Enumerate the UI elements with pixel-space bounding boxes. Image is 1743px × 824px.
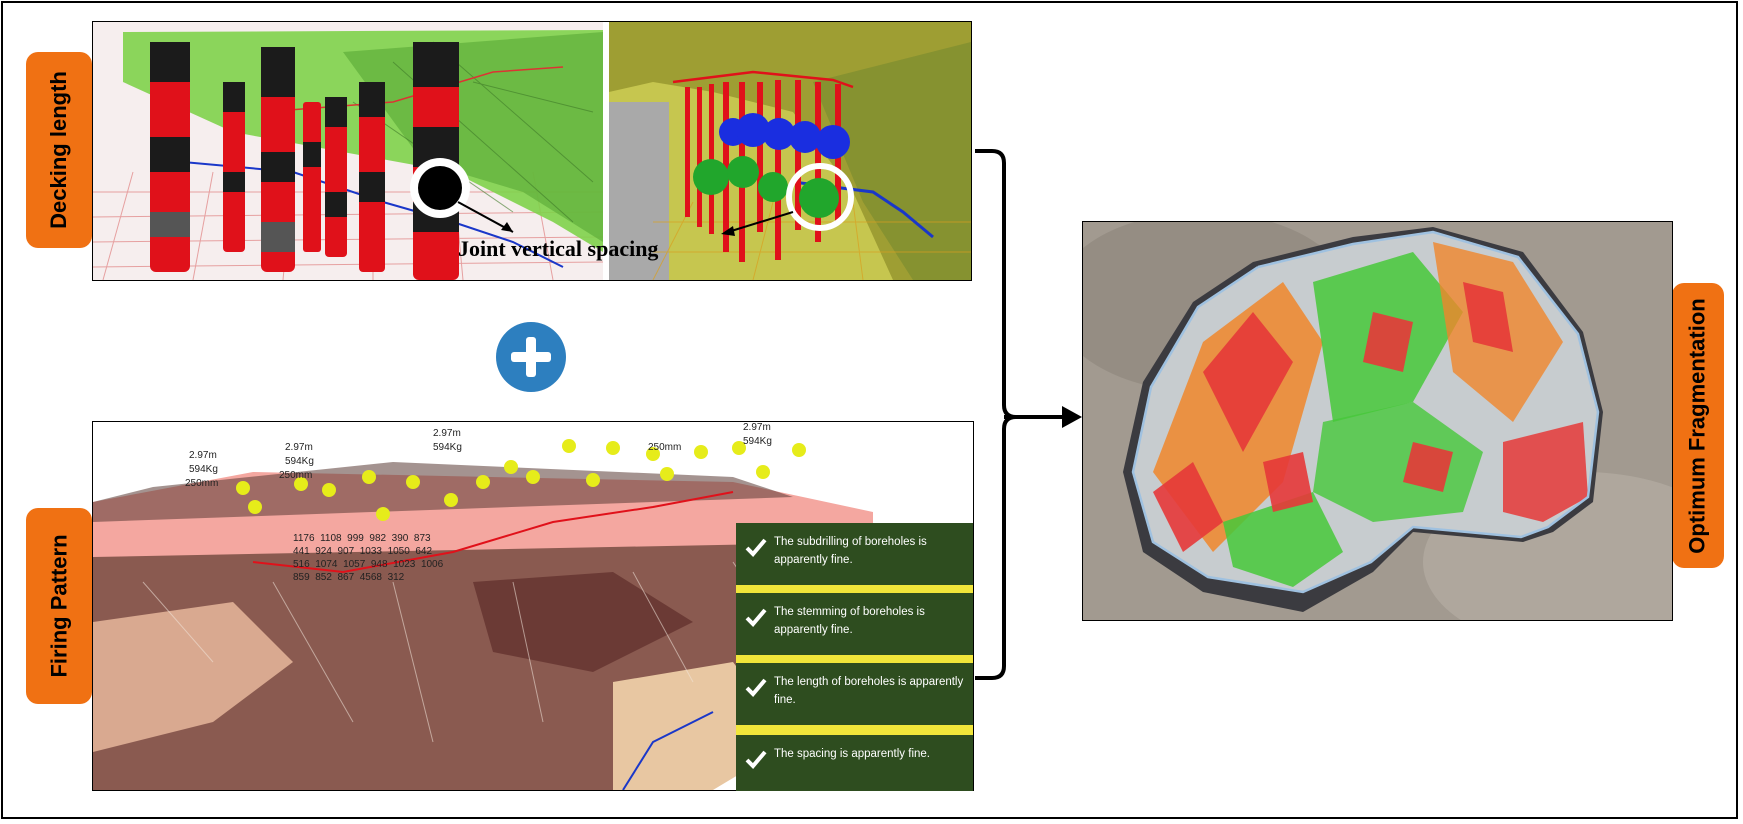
hole-number: 1033 (359, 546, 382, 557)
hole-number: 4568 (359, 572, 382, 583)
hole-label-depth-4: 2.97m (743, 422, 771, 433)
hole-number: 999 (347, 533, 364, 544)
fragmentation-scene (1083, 222, 1672, 620)
hole-numbers: 1176 1108 999 982 390 873 441 924 907 10… (293, 532, 553, 584)
check-icon (745, 750, 767, 769)
check-icon (745, 608, 767, 627)
hole-markers (236, 439, 806, 521)
checklist-item: The stemming of boreholes is apparently … (736, 593, 973, 655)
hole-number: 982 (369, 533, 387, 544)
hole-number: 924 (315, 546, 332, 557)
hole-number: 948 (370, 559, 388, 570)
decking-length-label: Decking length (46, 71, 71, 229)
checklist-text: The subdrilling of boreholes is apparent… (774, 536, 927, 566)
decking-length-tab: Decking length (26, 52, 92, 248)
hole-number: 312 (387, 572, 405, 583)
hole-number: 1074 (315, 559, 338, 570)
hole-number: 873 (413, 533, 431, 544)
hole-number: 907 (337, 546, 355, 557)
hole-number: 441 (293, 546, 310, 557)
firing-pattern-label: Firing Pattern (46, 534, 72, 678)
hole-number: 1023 (393, 559, 416, 570)
fragment-clusters (1153, 242, 1588, 587)
checklist-divider (736, 585, 973, 593)
checklist-text: The stemming of boreholes is apparently … (774, 606, 925, 636)
fragmentation-panel (1082, 221, 1673, 621)
decking-length-scene (93, 22, 971, 280)
checklist-item: The spacing is apparently fine. (736, 735, 973, 791)
hole-number: 1108 (320, 533, 342, 544)
firing-pattern-scene (93, 422, 973, 790)
hole-number: 516 (293, 559, 310, 570)
checklist-item: The subdrilling of boreholes is apparent… (736, 523, 973, 585)
hole-number: 642 (415, 546, 433, 557)
checklist-text: The length of boreholes is apparently fi… (774, 676, 964, 706)
checklist-divider (736, 655, 973, 663)
hole-label-mass: 594Kg (189, 464, 218, 475)
hole-number: 390 (391, 533, 409, 544)
optimum-fragmentation-label: Optimum Fragmentation (1685, 297, 1711, 554)
hole-number: 859 (293, 572, 310, 583)
plus-icon (496, 322, 566, 392)
hole-number: 1050 (387, 546, 410, 557)
hole-label-depth-3: 2.97m (433, 428, 461, 439)
firing-pattern-panel: 2.97m 594Kg 250mm 2.97m 594Kg 250mm 2.97… (92, 421, 974, 791)
check-icon (745, 678, 767, 697)
hole-label-mass-3: 594Kg (433, 442, 462, 453)
hole-label-mass-4: 594Kg (743, 436, 772, 447)
hole-number: 867 (337, 572, 355, 583)
hole-number: 1006 (420, 559, 444, 570)
checklist-item: The length of boreholes is apparently fi… (736, 663, 973, 725)
hole-label-spacing: 250mm (185, 478, 219, 489)
checklist-text: The spacing is apparently fine. (774, 748, 930, 760)
hole-label-depth-2: 2.97m (285, 442, 313, 453)
optimum-fragmentation-tab: Optimum Fragmentation (1672, 283, 1724, 568)
hole-label-spacing-3: 250mm (648, 442, 682, 453)
decking-length-panel (92, 21, 972, 281)
hole-label-mass-2: 594Kg (285, 456, 314, 467)
hole-label-depth: 2.97m (189, 450, 217, 461)
hole-label-spacing-2: 250mm (279, 470, 313, 481)
hole-number: 1057 (343, 559, 366, 570)
check-icon (745, 538, 767, 557)
joint-vertical-spacing-label: Joint vertical spacing (458, 236, 659, 261)
firing-pattern-tab: Firing Pattern (26, 508, 92, 704)
hole-number: 852 (315, 572, 332, 583)
checklist-panel: The subdrilling of boreholes is apparent… (736, 523, 973, 791)
checklist-divider (736, 725, 973, 735)
hole-number: 1176 (293, 533, 315, 544)
decking-columns (150, 42, 459, 280)
